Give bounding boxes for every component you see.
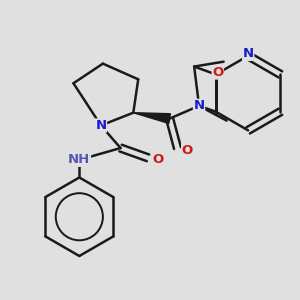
Text: N: N xyxy=(243,47,254,60)
Text: N: N xyxy=(95,119,106,132)
Polygon shape xyxy=(133,113,170,123)
Text: O: O xyxy=(182,143,193,157)
Text: O: O xyxy=(212,66,224,79)
Text: O: O xyxy=(152,153,164,166)
Text: N: N xyxy=(194,99,205,112)
Text: NH: NH xyxy=(68,153,91,166)
